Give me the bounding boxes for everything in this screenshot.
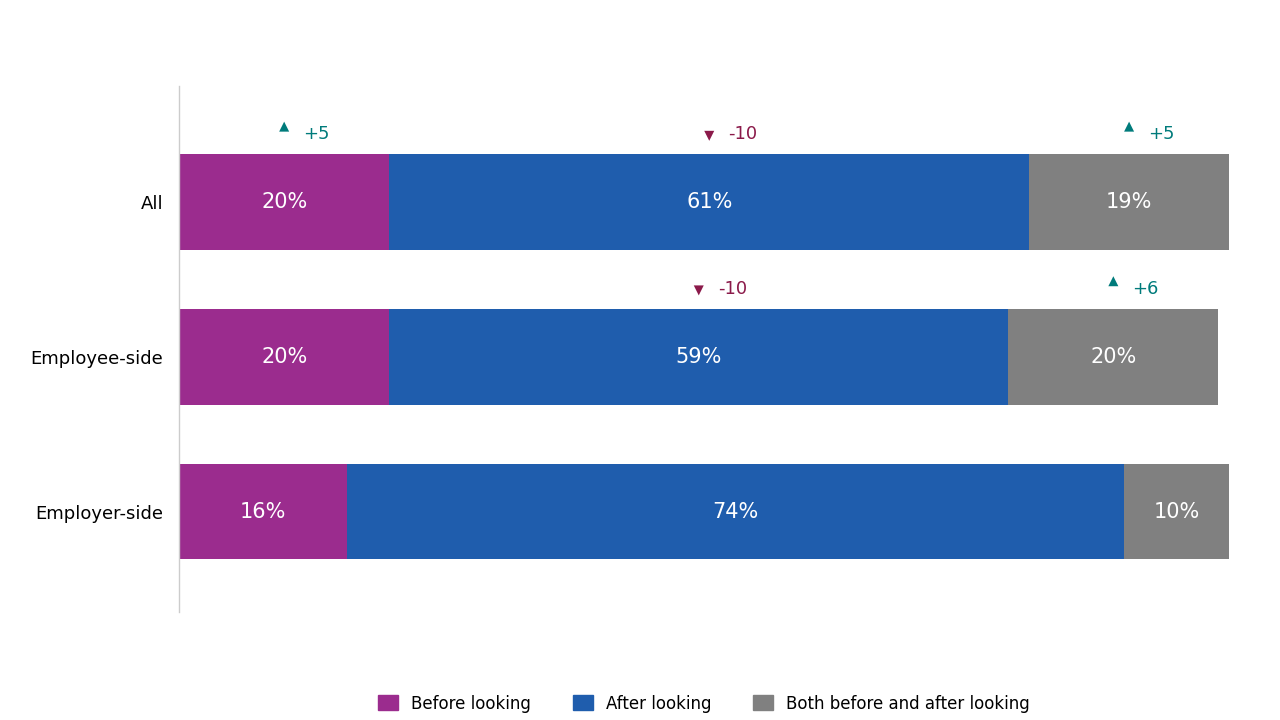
- Bar: [179, 309, 389, 405]
- Text: +5: +5: [303, 125, 329, 143]
- Text: 59%: 59%: [676, 347, 722, 367]
- Text: 20%: 20%: [1091, 347, 1137, 367]
- Legend: Before looking, After looking, Both before and after looking: Before looking, After looking, Both befo…: [371, 688, 1037, 719]
- Bar: [1009, 309, 1219, 405]
- Text: 19%: 19%: [1106, 192, 1152, 212]
- Text: 10%: 10%: [1153, 502, 1199, 521]
- Text: 16%: 16%: [239, 502, 287, 521]
- Bar: [179, 464, 347, 559]
- Text: +6: +6: [1133, 280, 1158, 298]
- Text: +5: +5: [1148, 125, 1175, 143]
- Text: 74%: 74%: [713, 502, 759, 521]
- Text: -10: -10: [718, 280, 746, 298]
- Bar: [179, 154, 389, 251]
- Bar: [389, 309, 1009, 405]
- Bar: [1029, 154, 1229, 251]
- Bar: [1124, 464, 1229, 559]
- Bar: [347, 464, 1124, 559]
- Text: 20%: 20%: [261, 347, 307, 367]
- Text: 20%: 20%: [261, 192, 307, 212]
- Text: 61%: 61%: [686, 192, 732, 212]
- Bar: [389, 154, 1029, 251]
- Text: -10: -10: [728, 125, 758, 143]
